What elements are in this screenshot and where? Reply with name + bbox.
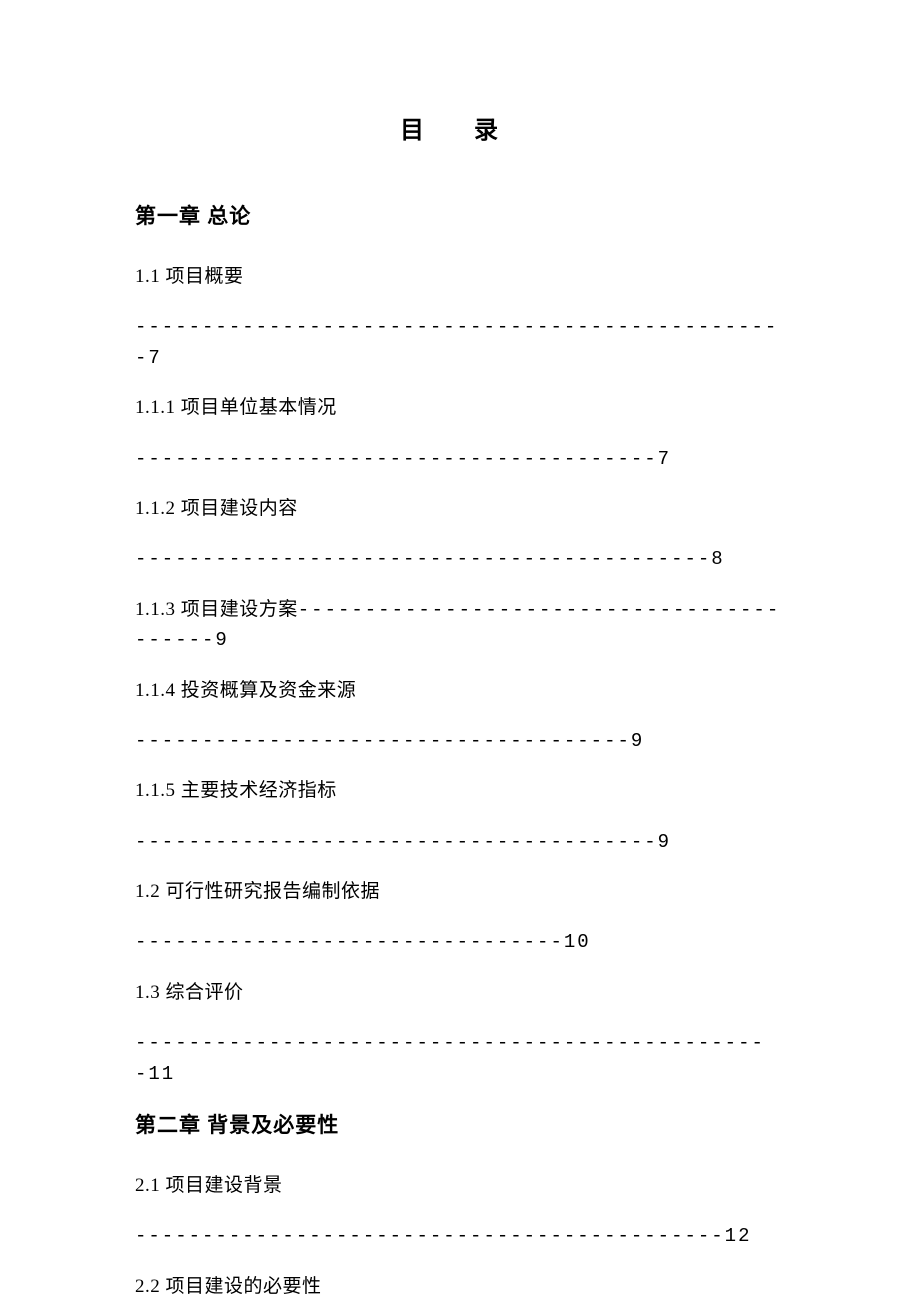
toc-entry: 1.1.2 项目建设内容 bbox=[135, 494, 785, 524]
toc-leader: ---------------------------------------7 bbox=[135, 444, 785, 474]
toc-leader: ----------------------------------------… bbox=[135, 1221, 785, 1251]
toc-entry: 1.3 综合评价 bbox=[135, 978, 785, 1008]
toc-leader: ----------------------------------------… bbox=[135, 544, 785, 574]
toc-leader: ---------------------------------------9 bbox=[135, 827, 785, 857]
toc-title: 目 录 bbox=[135, 110, 785, 145]
toc-entry: 2.1 项目建设背景 bbox=[135, 1171, 785, 1201]
toc-entry: 2.2 项目建设的必要性 bbox=[135, 1272, 785, 1302]
toc-leader: ----------------------------------------… bbox=[135, 1028, 785, 1089]
toc-entry: 1.1.5 主要技术经济指标 bbox=[135, 776, 785, 806]
chapter-heading-2: 第二章 背景及必要性 bbox=[135, 1109, 785, 1139]
chapter-heading-1: 第一章 总论 bbox=[135, 200, 785, 230]
toc-entry-inline: 1.1.3 项目建设方案----------------------------… bbox=[135, 595, 785, 656]
toc-leader: -------------------------------------9 bbox=[135, 726, 785, 756]
toc-leader: ----------------------------------------… bbox=[135, 312, 785, 373]
toc-entry: 1.1.1 项目单位基本情况 bbox=[135, 393, 785, 423]
toc-entry: 1.1.4 投资概算及资金来源 bbox=[135, 676, 785, 706]
toc-entry: 1.2 可行性研究报告编制依据 bbox=[135, 877, 785, 907]
toc-entry-label: 1.1.3 项目建设方案 bbox=[135, 599, 298, 620]
toc-leader: --------------------------------10 bbox=[135, 927, 785, 957]
toc-entry: 1.1 项目概要 bbox=[135, 262, 785, 292]
